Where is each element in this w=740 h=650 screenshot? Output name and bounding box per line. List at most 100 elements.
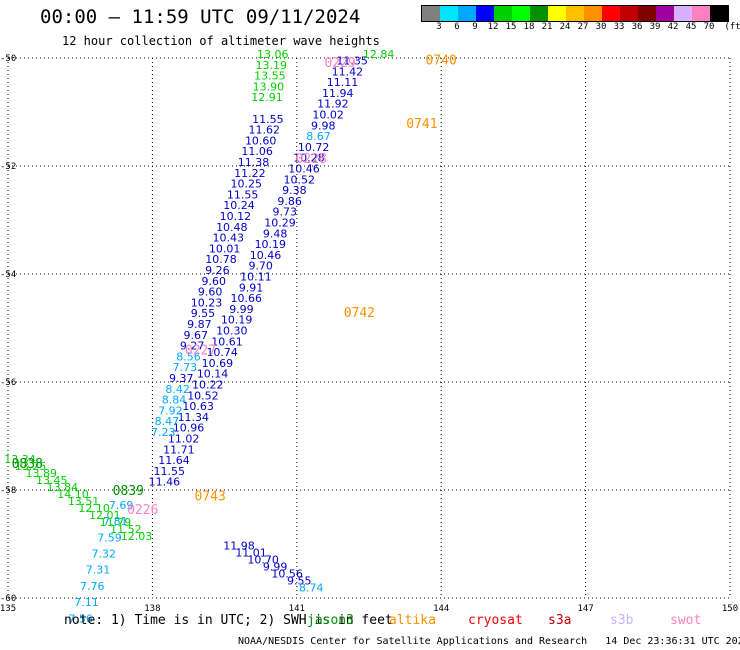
lat-tick-label: -52	[0, 162, 16, 172]
wave-height-label: 10.70	[247, 553, 279, 566]
wave-height-label: 9.99	[229, 303, 254, 316]
wave-height-label: 12.03	[121, 530, 153, 543]
wave-height-label: 11.42	[332, 65, 364, 78]
wave-height-label: 10.01	[209, 242, 241, 255]
wave-height-label: 12.10	[78, 502, 110, 515]
legend-swatch	[566, 6, 584, 21]
lon-tick-label: 144	[433, 604, 449, 614]
wave-height-label: 13.89	[25, 467, 57, 480]
wave-height-label: 10.28	[293, 152, 325, 165]
satellite-label-cryosat: cryosat	[468, 613, 523, 628]
wave-height-label: 11.06	[241, 145, 273, 158]
lon-tick-label: 141	[289, 604, 305, 614]
lat-tick-label: -60	[0, 594, 16, 604]
wave-height-label: 7.69	[109, 499, 134, 512]
pass-id-label: 0743	[195, 489, 226, 504]
legend-tick-label: 18	[523, 22, 535, 32]
wave-height-label: 10.60	[245, 134, 277, 147]
satellite-label-s3a: s3a	[548, 613, 572, 628]
wave-height-label: 11.94	[322, 87, 354, 100]
legend-tick-label: 42	[667, 22, 679, 32]
wave-height-label: 10.14	[197, 368, 229, 381]
lon-tick-label: 150	[722, 604, 738, 614]
pass-id-label: 0741	[406, 117, 437, 132]
wave-height-label: 11.79	[100, 516, 132, 529]
wave-height-label: 9.91	[239, 281, 264, 294]
wave-height-label: 9.86	[277, 195, 302, 208]
wave-height-label: 13.45	[36, 474, 68, 487]
wave-height-label: 7.73	[173, 361, 198, 374]
lat-tick-label: -50	[0, 54, 16, 64]
wave-height-label: 11.52	[110, 523, 142, 536]
wave-height-label: 11.55	[153, 465, 185, 478]
wave-height-label: 11.64	[158, 454, 190, 467]
legend-swatch	[440, 6, 458, 21]
lat-tick-label: -58	[0, 486, 16, 496]
wave-height-label: 10.56	[271, 567, 303, 580]
legend-tick-label: 9	[472, 22, 478, 32]
wave-height-label: 11.35	[336, 54, 368, 67]
wave-height-label: 7.56	[68, 612, 93, 625]
legend-tick-label: 27	[577, 22, 589, 32]
pass-id-label: 0742	[344, 306, 375, 321]
wave-height-label: 13.19	[256, 59, 288, 72]
wave-height-label: 7.23	[151, 426, 176, 439]
wave-height-label: 9.55	[287, 575, 312, 588]
wave-height-label: 11.55	[252, 113, 284, 126]
legend-swatch	[602, 6, 620, 21]
wave-height-label: 9.55	[191, 307, 216, 320]
pass-id-label: 0227	[185, 344, 216, 359]
wave-height-label: 11.34	[178, 411, 210, 424]
wave-height-label: 10.29	[264, 216, 296, 229]
pass-id-label: 0228	[296, 152, 327, 167]
wave-height-label: 9.27	[180, 340, 205, 353]
pass-id-label: 0226	[127, 503, 158, 518]
wave-height-label: 13.06	[257, 48, 289, 61]
wave-height-label: 10.74	[206, 346, 238, 359]
legend-tick-label: 30	[595, 22, 607, 32]
lon-tick-label: 138	[144, 604, 160, 614]
legend-swatch	[620, 6, 638, 21]
wave-height-label: 8.84	[162, 394, 187, 407]
wave-height-label: 8.56	[176, 350, 201, 363]
legend-tick-label: 3	[436, 22, 442, 32]
wave-height-label: 11.22	[234, 167, 266, 180]
legend-swatch	[638, 6, 656, 21]
wave-height-label: 11.62	[249, 124, 281, 137]
wave-height-label: 10.23	[191, 296, 223, 309]
wave-height-label: 10.96	[173, 422, 205, 435]
wave-height-label: 10.43	[212, 232, 244, 245]
legend-swatch	[656, 6, 674, 21]
wave-height-label: 7.59	[97, 531, 122, 544]
wave-height-label: 8.47	[155, 415, 180, 428]
wave-height-label: 9.73	[273, 206, 298, 219]
wave-height-label: 7.92	[158, 404, 183, 417]
wave-height-label: 9.87	[187, 318, 212, 331]
pass-id-label: 0839	[113, 484, 144, 499]
legend-tick-label: 15	[505, 22, 517, 32]
wave-height-label: 14.10	[57, 488, 89, 501]
wave-height-label: 11.11	[327, 76, 359, 89]
wave-height-label: 11.38	[238, 156, 270, 169]
lon-tick-label: 147	[577, 604, 593, 614]
legend-swatch	[584, 6, 602, 21]
wave-height-label: 9.67	[183, 329, 208, 342]
pass-id-label: 0229	[324, 56, 355, 71]
wave-height-label: 10.46	[250, 249, 282, 262]
wave-height-label: 11.98	[223, 539, 255, 552]
satellite-label-s3b: s3b	[610, 613, 634, 628]
wave-height-label: 13.51	[68, 495, 100, 508]
color-legend	[421, 5, 729, 22]
satellite-label-jason3: jason3	[307, 613, 354, 628]
wave-height-label: 7.81	[103, 515, 128, 528]
footnote: note: 1) Time is in UTC; 2) SWH is in fe…	[64, 613, 393, 628]
wave-height-label: 8.67	[306, 130, 331, 143]
wave-height-label: 12.01	[89, 509, 121, 522]
wave-height-label: 10.02	[312, 108, 344, 121]
legend-swatch	[692, 6, 710, 21]
wave-height-label: 10.11	[240, 270, 272, 283]
wave-height-label: 9.37	[169, 372, 194, 385]
pass-id-label: 0740	[426, 54, 457, 69]
legend-tick-label: 21	[541, 22, 553, 32]
